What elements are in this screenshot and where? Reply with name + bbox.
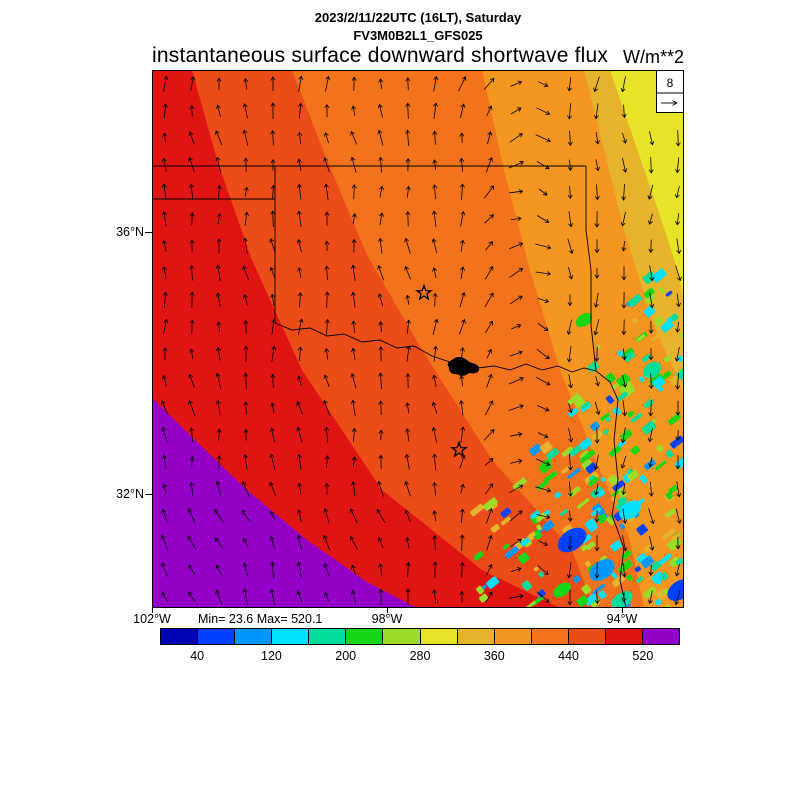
lat-label-36n: 36°N bbox=[116, 225, 144, 239]
colorbar-segment bbox=[494, 629, 532, 644]
lon-tick-102w bbox=[152, 608, 153, 613]
lat-tick-32n bbox=[145, 494, 152, 495]
lon-tick-98w bbox=[387, 608, 388, 613]
colorbar-segment bbox=[457, 629, 495, 644]
city-star-markers bbox=[415, 283, 468, 458]
units-label: W/m**2 bbox=[622, 47, 684, 67]
colorbar-tick-label: 200 bbox=[335, 649, 357, 663]
lon-tick-94w bbox=[622, 608, 623, 613]
colorbar-segment bbox=[643, 629, 680, 644]
minmax-stats: Min= 23.6 Max= 520.1 bbox=[198, 612, 323, 626]
weather-map-canvas: 8 bbox=[152, 70, 684, 608]
lat-label-32n: 32°N bbox=[116, 487, 144, 501]
colorbar-tick-label: 280 bbox=[409, 649, 431, 663]
colorbar-segment bbox=[346, 629, 384, 644]
colorbar-tick-label: 40 bbox=[190, 649, 205, 663]
colorbar-segment bbox=[568, 629, 606, 644]
map-frame bbox=[152, 70, 684, 608]
colorbar-segment bbox=[198, 629, 236, 644]
colorbar-segment bbox=[309, 629, 347, 644]
lat-tick-36n bbox=[145, 232, 152, 233]
lon-label-102w: 102°W bbox=[133, 612, 171, 626]
ref-vector-arrow-icon bbox=[661, 100, 678, 106]
colorbar-segment bbox=[420, 629, 458, 644]
lon-label-94w: 94°W bbox=[606, 612, 638, 626]
state-borders bbox=[152, 165, 627, 608]
colorbar-segment bbox=[235, 629, 273, 644]
wind-reference-box: 8 bbox=[656, 70, 684, 113]
colorbar-tick-label: 360 bbox=[483, 649, 505, 663]
plot-title: instantaneous surface downward shortwave… bbox=[152, 44, 609, 67]
model-title: FV3M0B2L1_GFS025 bbox=[353, 28, 483, 43]
datetime-title: 2023/2/11/22UTC (16LT), Saturday bbox=[314, 10, 522, 25]
colorbar-segment bbox=[272, 629, 310, 644]
colorbar-tick-label: 120 bbox=[260, 649, 282, 663]
colorbar-segment bbox=[383, 629, 421, 644]
flux-fill-contours bbox=[152, 70, 684, 608]
colorbar-tick-label: 440 bbox=[558, 649, 579, 663]
ref-vector-value: 8 bbox=[667, 76, 674, 90]
colorbar-segment bbox=[531, 629, 569, 644]
low-flux-cloud-patches bbox=[470, 268, 684, 608]
wind-vectors bbox=[160, 75, 682, 606]
colorbar-tick-label: 520 bbox=[632, 649, 654, 663]
colorbar-segment bbox=[605, 629, 644, 644]
colorbar-segment bbox=[161, 629, 199, 644]
colorbar bbox=[160, 628, 680, 645]
lon-label-98w: 98°W bbox=[371, 612, 403, 626]
